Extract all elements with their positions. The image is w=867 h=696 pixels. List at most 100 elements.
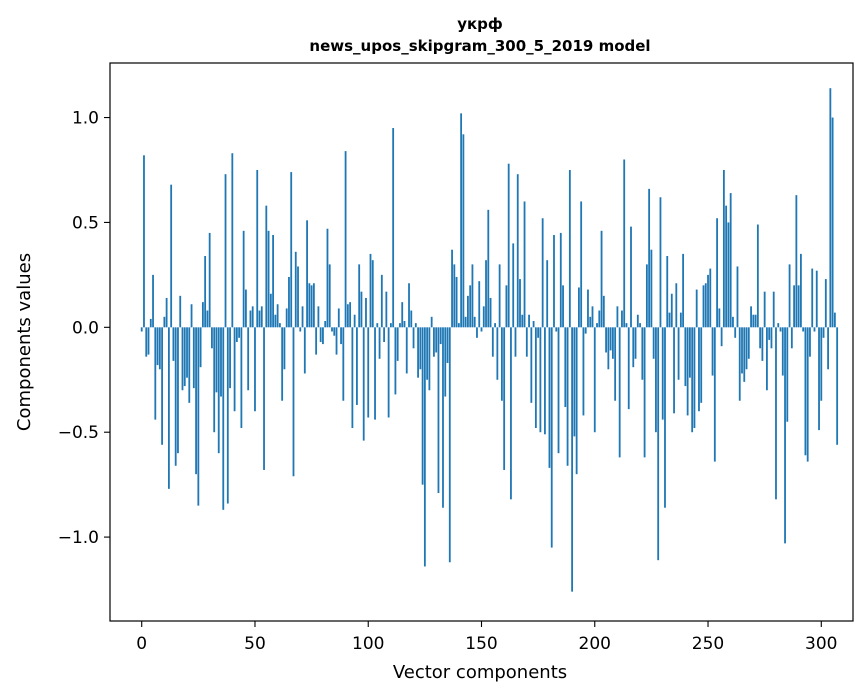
- bar-86: [335, 327, 338, 355]
- bar-237: [677, 327, 680, 380]
- bar-152: [485, 260, 487, 328]
- bar-189: [568, 169, 571, 328]
- y-tick-label: 0.5: [72, 213, 99, 233]
- bar-124: [421, 327, 424, 485]
- bar-141: [460, 113, 463, 328]
- bar-247: [700, 327, 703, 403]
- bar-154: [489, 297, 492, 328]
- bar-182: [553, 235, 555, 328]
- bar-296: [811, 268, 814, 328]
- bar-96: [358, 264, 361, 328]
- bar-series: [140, 88, 839, 592]
- bar-11: [165, 297, 168, 328]
- bar-144: [467, 295, 469, 328]
- bar-265: [741, 327, 743, 374]
- bar-185: [559, 232, 562, 328]
- bar-41: [233, 327, 236, 412]
- bar-59: [274, 314, 277, 328]
- bar-292: [802, 327, 805, 332]
- bar-157: [496, 327, 499, 380]
- bar-34: [217, 327, 220, 454]
- bar-218: [634, 327, 637, 359]
- bar-298: [815, 270, 818, 328]
- bar-89: [342, 327, 345, 401]
- y-tick-label: −0.5: [58, 423, 99, 443]
- bar-248: [702, 285, 705, 328]
- bar-44: [240, 327, 243, 429]
- bar-36: [222, 327, 225, 510]
- bar-246: [698, 327, 700, 412]
- bar-175: [537, 327, 540, 338]
- x-axis-label: Vector components: [393, 662, 567, 683]
- bar-198: [589, 316, 592, 328]
- bar-66: [290, 172, 293, 328]
- bar-186: [562, 285, 564, 328]
- bar-241: [686, 327, 689, 416]
- bar-228: [657, 327, 660, 561]
- bar-289: [795, 195, 798, 328]
- bar-151: [482, 306, 485, 328]
- bar-287: [790, 327, 793, 349]
- bar-280: [775, 327, 777, 500]
- x-tick-label: 0: [136, 634, 147, 654]
- bar-256: [720, 327, 723, 347]
- bar-116: [403, 321, 406, 328]
- bar-46: [245, 289, 247, 328]
- y-tick-label: 1.0: [72, 109, 99, 129]
- bar-254: [716, 218, 718, 328]
- bar-76: [312, 283, 315, 328]
- bar-161: [505, 285, 508, 328]
- bar-213: [623, 159, 626, 328]
- bar-97: [360, 291, 363, 328]
- bar-253: [713, 327, 716, 462]
- bar-235: [673, 327, 675, 414]
- bar-245: [695, 289, 698, 328]
- bar-125: [423, 327, 426, 567]
- bar-87: [337, 308, 340, 328]
- bar-199: [591, 306, 594, 328]
- bar-61: [278, 323, 281, 328]
- bar-58: [272, 235, 274, 328]
- x-axis-ticks: 0 50 100 150 200 250 300: [136, 621, 838, 654]
- bar-294: [806, 327, 809, 462]
- bar-257: [722, 169, 725, 328]
- bar-64: [285, 308, 288, 328]
- bar-135: [446, 327, 449, 363]
- bar-74: [308, 283, 311, 328]
- bar-181: [550, 327, 553, 548]
- bar-113: [396, 327, 399, 361]
- bar-302: [824, 279, 827, 328]
- bar-153: [487, 209, 490, 328]
- bar-216: [630, 226, 632, 328]
- bar-201: [596, 323, 598, 328]
- bar-52: [258, 310, 261, 328]
- bar-32: [213, 327, 216, 433]
- bar-121: [414, 323, 417, 328]
- bar-166: [516, 174, 519, 328]
- bar-127: [428, 327, 431, 391]
- bar-183: [555, 327, 558, 332]
- bar-191: [573, 327, 576, 437]
- bar-239: [682, 253, 685, 328]
- bar-258: [725, 205, 728, 328]
- bar-211: [618, 327, 621, 458]
- bar-126: [426, 327, 429, 380]
- bar-243: [691, 327, 694, 433]
- bar-70: [299, 327, 302, 332]
- bar-267: [745, 327, 748, 370]
- bar-229: [659, 197, 662, 328]
- bar-270: [752, 314, 755, 328]
- bar-285: [786, 327, 789, 422]
- bar-77: [315, 327, 318, 355]
- bar-83: [328, 264, 331, 328]
- bar-223: [645, 264, 648, 328]
- bar-7: [156, 327, 159, 366]
- bar-264: [738, 327, 741, 401]
- bar-100: [367, 327, 370, 418]
- bar-195: [582, 327, 585, 416]
- bar-217: [632, 327, 635, 368]
- bar-176: [539, 327, 542, 433]
- bar-13: [170, 184, 173, 328]
- bar-139: [455, 276, 458, 328]
- bar-14: [172, 327, 175, 361]
